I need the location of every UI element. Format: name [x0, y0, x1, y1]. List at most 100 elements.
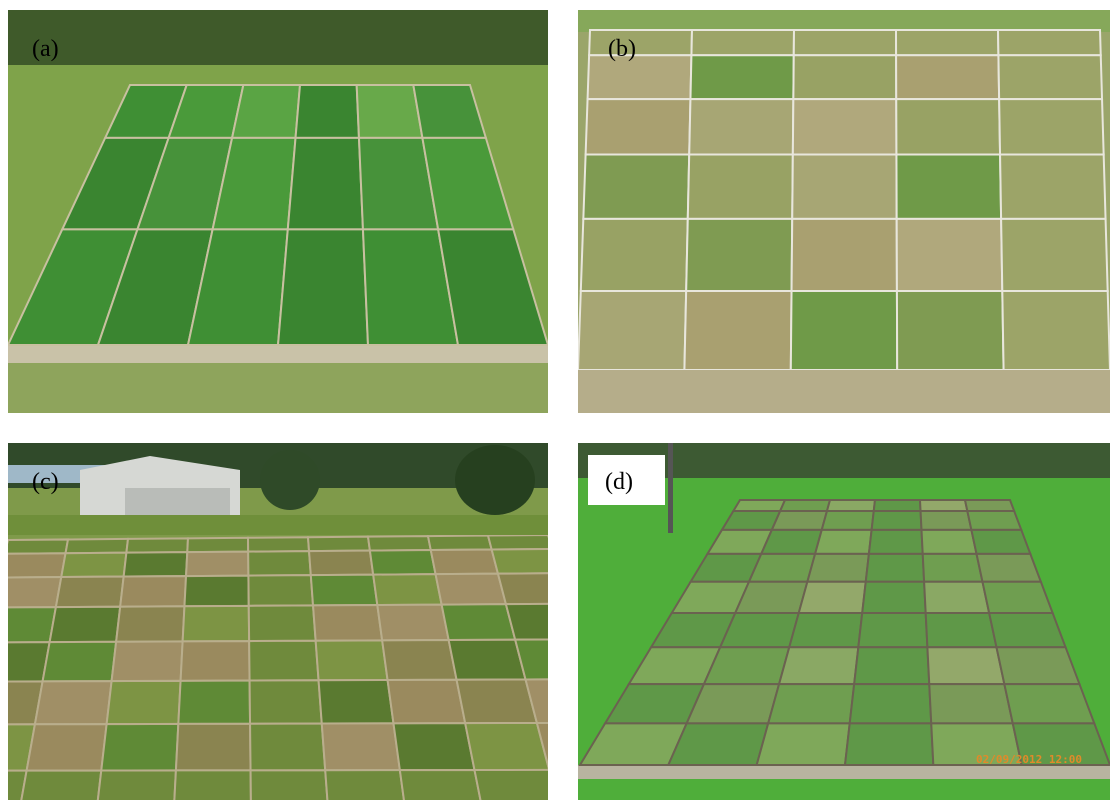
plot: [686, 153, 794, 220]
plot: [8, 576, 63, 609]
plot: [247, 604, 317, 643]
plot: [376, 603, 450, 642]
tree: [455, 445, 535, 515]
plot: [25, 723, 108, 772]
plot: [966, 509, 1023, 531]
plot: [276, 228, 370, 346]
plot: [792, 54, 898, 101]
plot: [582, 153, 691, 220]
plot: [578, 290, 688, 371]
plot: [759, 528, 824, 555]
photo-c: [8, 443, 548, 800]
plot: [1003, 683, 1096, 725]
plot: [895, 98, 1002, 156]
plot: [381, 639, 458, 681]
plot: [122, 551, 189, 578]
plot: [702, 646, 791, 686]
plot: [998, 98, 1105, 156]
plot: [666, 722, 770, 766]
plot: [747, 552, 817, 583]
plot: [317, 678, 395, 725]
plot: [426, 534, 493, 552]
plot: [584, 98, 692, 156]
plot: [963, 499, 1016, 512]
plot: [286, 136, 365, 231]
plot: [864, 552, 926, 583]
plot: [64, 537, 130, 555]
path: [578, 765, 1110, 779]
plot: [96, 769, 177, 800]
plot: [54, 575, 125, 609]
plot: [970, 528, 1032, 555]
plot: [174, 722, 252, 772]
plot: [496, 572, 548, 606]
label-box: [588, 455, 665, 505]
plot: [440, 603, 517, 642]
plot: [718, 612, 801, 649]
plot: [33, 680, 113, 726]
plot: [791, 153, 898, 220]
labels: (a) (b) (c) (d) 02/09/2012 12:00: [32, 36, 1082, 766]
plot: [997, 54, 1104, 101]
plot: [919, 509, 973, 531]
trees: [578, 443, 1110, 478]
plot: [995, 646, 1081, 686]
plot: [429, 548, 500, 576]
trees: [8, 10, 548, 65]
plot: [8, 552, 67, 579]
plot: [490, 548, 548, 575]
plot: [690, 29, 796, 57]
plot: [924, 612, 998, 649]
plot: [246, 536, 311, 553]
plot: [1000, 217, 1109, 293]
plot: [110, 640, 184, 683]
plot: [355, 84, 424, 139]
plot: [975, 552, 1043, 583]
plot-grid: [578, 29, 1110, 371]
plot: [853, 646, 931, 686]
plot: [579, 217, 689, 293]
photo-a: [8, 10, 548, 413]
plot: [777, 646, 860, 686]
plot: [115, 605, 186, 643]
plot: [248, 679, 323, 725]
plot: [248, 639, 320, 682]
plot: [179, 640, 251, 682]
plot: [125, 537, 190, 554]
plot: [685, 217, 794, 293]
plot: [486, 533, 548, 551]
plot: [372, 573, 443, 607]
lawn: [8, 515, 548, 535]
photo-d: [578, 443, 1110, 800]
plot: [999, 153, 1107, 220]
plot: [535, 721, 548, 770]
plot: [306, 535, 372, 553]
plot: [392, 722, 476, 772]
plot: [918, 499, 969, 512]
plot: [309, 573, 379, 607]
plot: [720, 509, 782, 531]
panel-label: (c): [32, 469, 59, 495]
plot: [41, 640, 118, 683]
plot: [895, 217, 1004, 293]
plot: [857, 612, 929, 649]
plot: [820, 509, 875, 531]
plot: [920, 528, 978, 555]
panel-label: (b): [608, 36, 636, 62]
plot: [230, 84, 302, 139]
plot: [926, 646, 1006, 686]
plot: [586, 54, 693, 101]
plot-grid: [8, 533, 548, 800]
plot: [731, 499, 787, 512]
plot: [870, 509, 923, 531]
plot: [247, 574, 315, 607]
plot: [314, 639, 389, 682]
plot: [987, 612, 1067, 649]
plot: [48, 605, 122, 644]
plot: [778, 499, 832, 512]
plot: [8, 641, 51, 683]
plot: [447, 638, 527, 681]
pole: [668, 443, 673, 533]
plot: [787, 612, 864, 649]
